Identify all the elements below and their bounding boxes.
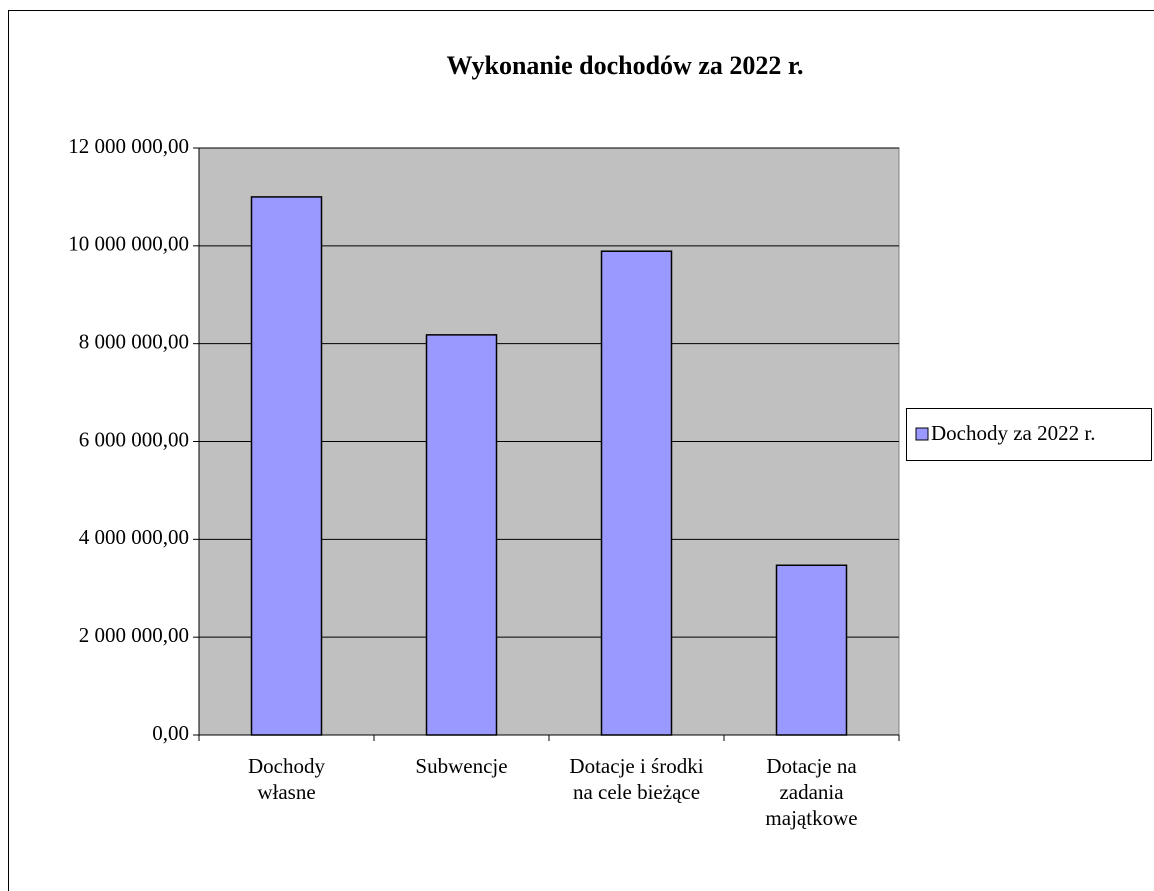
- legend-box: [906, 408, 1152, 461]
- bar: [250, 196, 323, 736]
- chart-title: Wykonanie dochodów za 2022 r.: [446, 51, 803, 80]
- y-tick-label: 10 000 000,00: [68, 232, 189, 256]
- bar: [425, 334, 498, 736]
- bar: [775, 564, 848, 736]
- bar: [600, 250, 673, 736]
- x-tick-label: Dotacje na zadania majątkowe: [765, 754, 858, 830]
- y-tick-label: 2 000 000,00: [79, 623, 189, 647]
- y-tick-label: 6 000 000,00: [79, 427, 189, 451]
- y-tick-label: 0,00: [152, 721, 189, 745]
- legend-label: Dochody za 2022 r.: [931, 421, 1095, 445]
- y-tick-label: 4 000 000,00: [79, 525, 189, 549]
- legend-marker: [915, 427, 929, 441]
- x-tick-label: Dotacje i środki na cele bieżące: [569, 754, 704, 804]
- x-tick-label: Subwencje: [415, 754, 508, 778]
- y-tick-label: 8 000 000,00: [79, 329, 189, 353]
- x-tick-label: Dochody własne: [248, 754, 325, 804]
- y-tick-label: 12 000 000,00: [68, 134, 189, 158]
